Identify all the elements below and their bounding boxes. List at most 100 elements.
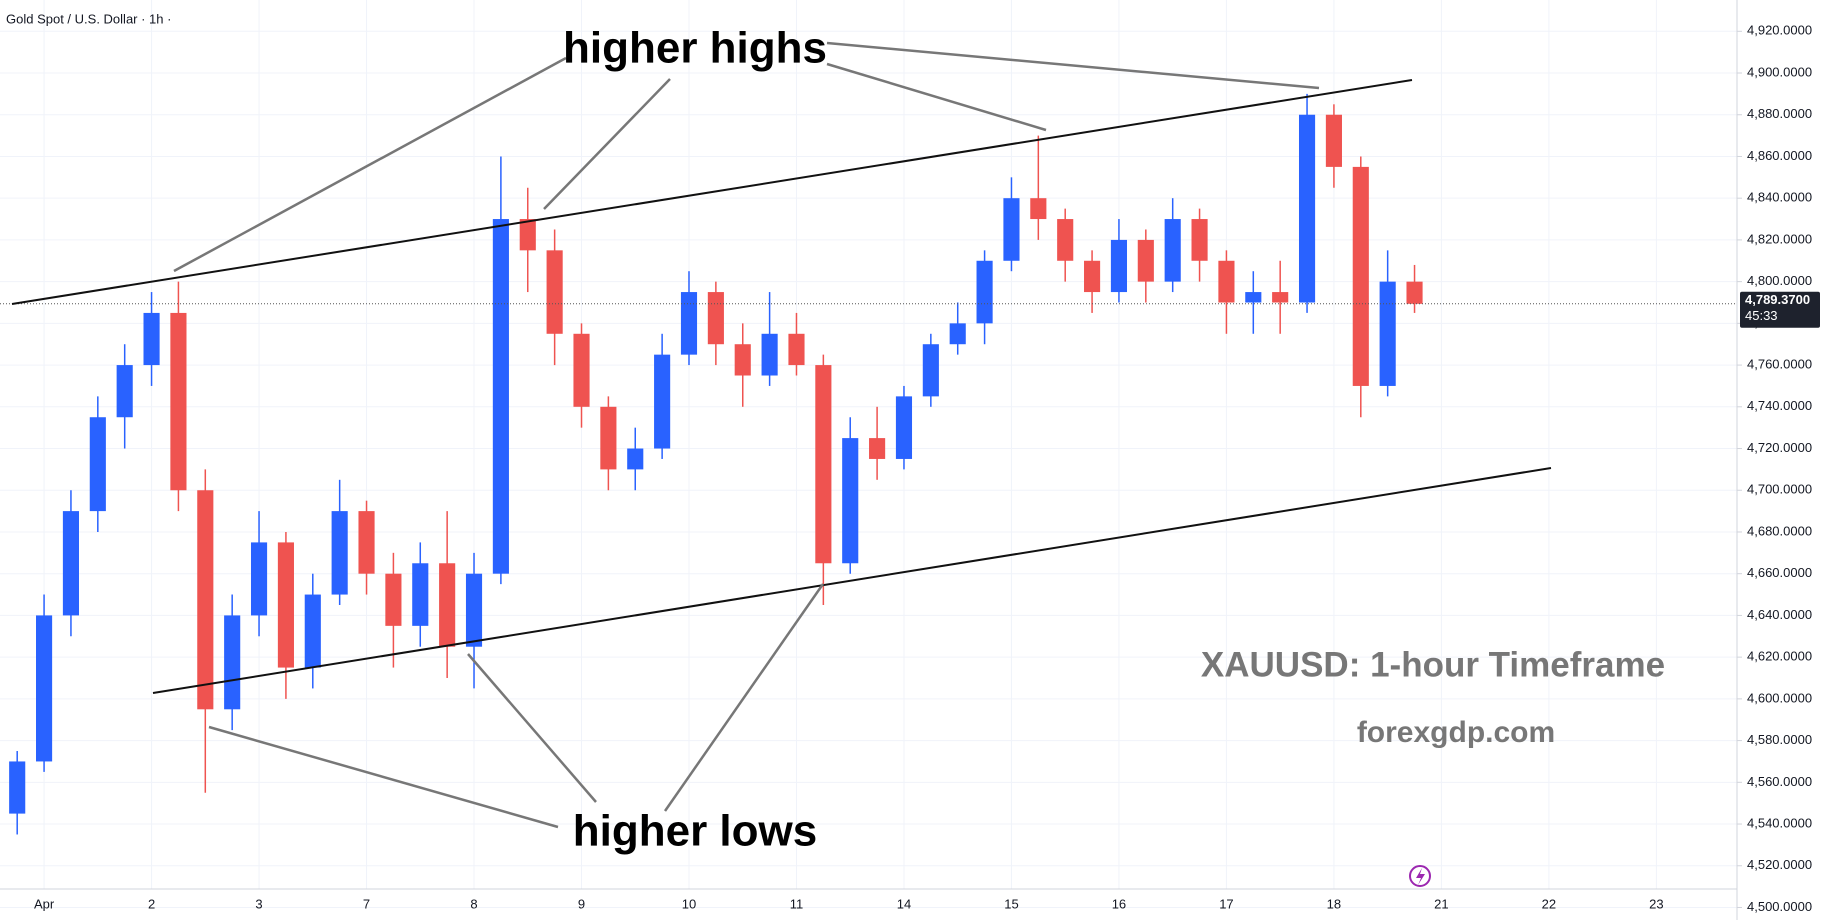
x-tick-label: 14 <box>897 896 911 911</box>
candle-body <box>1003 198 1020 261</box>
x-tick-label: 11 <box>790 896 804 911</box>
y-tick-label: 4,860.0000 <box>1747 148 1812 163</box>
pointer-line <box>826 41 1320 90</box>
y-tick-label: 4,580.0000 <box>1747 732 1812 747</box>
y-tick-label: 4,560.0000 <box>1747 774 1812 789</box>
y-tick-label: 4,680.0000 <box>1747 523 1812 538</box>
candle-body <box>1030 198 1047 220</box>
y-tick-label: 4,700.0000 <box>1747 482 1812 497</box>
y-tick-label: 4,500.0000 <box>1747 899 1812 914</box>
candle-body <box>197 490 214 710</box>
candle-body <box>600 406 617 470</box>
candle-body <box>1164 219 1181 282</box>
candle-body <box>1084 260 1101 293</box>
candles <box>0 93 1737 835</box>
pointer-line <box>173 56 567 273</box>
x-tick-label: Apr <box>34 896 55 911</box>
candle-body <box>1406 281 1423 304</box>
chart-title: Gold Spot / U.S. Dollar · 1h · <box>6 11 171 26</box>
alert-icon[interactable] <box>1409 865 1431 887</box>
candle-body <box>170 312 187 491</box>
candle-body <box>277 542 294 668</box>
watermark: forexgdp.com <box>1357 716 1555 749</box>
candle-body <box>439 563 456 647</box>
candle-body <box>250 542 268 616</box>
x-tick-label: 23 <box>1649 896 1663 911</box>
x-tick-label: 21 <box>1434 896 1448 911</box>
candle-body <box>1245 292 1262 303</box>
pointer-line <box>826 62 1047 132</box>
y-tick-label: 4,640.0000 <box>1747 607 1812 622</box>
y-tick-label: 4,740.0000 <box>1747 398 1812 413</box>
lower-trendline <box>152 467 1552 694</box>
candle-body <box>412 563 429 626</box>
annotation: higher lows <box>573 807 817 856</box>
y-tick-label: 4,520.0000 <box>1747 857 1812 872</box>
x-tick-label: 10 <box>682 896 696 911</box>
watermark: XAUUSD: 1-hour Timeframe <box>1201 645 1665 684</box>
last-price-box <box>1740 291 1820 328</box>
candle-body <box>116 365 133 418</box>
candle-body <box>573 333 590 407</box>
annotation: higher highs <box>563 24 827 73</box>
candle-body <box>1272 292 1289 303</box>
x-tick-label: 17 <box>1219 896 1233 911</box>
candle-body <box>842 438 859 564</box>
x-tick-label: 3 <box>255 896 262 911</box>
candle-body <box>707 292 724 345</box>
axes: 4,500.0000 4,520.0000 4,540.0000 4,560.0000… <box>34 23 1820 914</box>
candle-body <box>788 333 805 366</box>
candle-body <box>1325 114 1342 167</box>
x-tick-label: 18 <box>1327 896 1341 911</box>
candle-body <box>761 333 778 376</box>
pointer-line <box>467 653 597 803</box>
candle-body <box>304 594 321 668</box>
candle-body <box>1379 281 1396 386</box>
candle-body <box>1298 114 1316 303</box>
candle-body <box>869 438 886 459</box>
candle-body <box>734 344 751 376</box>
y-tick-label: 4,540.0000 <box>1747 815 1812 830</box>
candle-body <box>9 761 26 814</box>
candle-body <box>627 448 644 470</box>
countdown: 45:33 <box>1745 308 1778 323</box>
x-tick-label: 9 <box>578 896 585 911</box>
candle-body <box>680 292 698 355</box>
candle-body <box>1352 166 1369 386</box>
candle-body <box>546 250 563 334</box>
candle-body <box>519 219 536 251</box>
candle-body <box>1110 239 1128 293</box>
x-tick-label: 8 <box>470 896 477 911</box>
candle-body <box>895 396 913 459</box>
candle-body <box>62 511 80 616</box>
candle-body <box>976 260 993 324</box>
candle-body <box>815 365 832 564</box>
candle-body <box>1057 219 1074 261</box>
pointer-line <box>543 78 671 210</box>
x-tick-label: 15 <box>1004 896 1018 911</box>
candle-body <box>36 615 53 762</box>
y-tick-label: 4,660.0000 <box>1747 565 1812 580</box>
x-tick-label: 22 <box>1542 896 1556 911</box>
x-tick-label: 7 <box>363 896 370 911</box>
y-tick-label: 4,800.0000 <box>1747 273 1812 288</box>
last-price-label: 4,789.3700 <box>1745 292 1810 307</box>
y-tick-label: 4,920.0000 <box>1747 23 1812 38</box>
x-tick-label: 2 <box>148 896 155 911</box>
candle-body <box>949 323 966 345</box>
candle-body <box>1191 219 1208 261</box>
pointer-line <box>208 725 559 829</box>
candle-body <box>654 354 671 449</box>
pointer-line <box>663 583 825 812</box>
upper-trendline <box>11 79 1413 305</box>
candle-body <box>922 344 939 397</box>
y-tick-label: 4,760.0000 <box>1747 357 1812 372</box>
candle-body <box>492 219 509 574</box>
candle-body <box>331 511 348 595</box>
candle-body <box>224 615 241 710</box>
y-tick-label: 4,900.0000 <box>1747 64 1812 79</box>
y-tick-label: 4,820.0000 <box>1747 231 1812 246</box>
y-tick-label: 4,880.0000 <box>1747 106 1812 121</box>
